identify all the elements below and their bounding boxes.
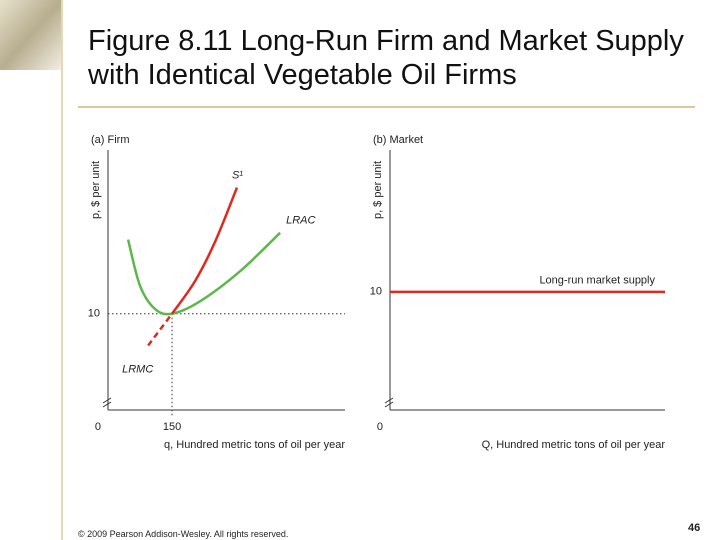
decor-image bbox=[0, 0, 62, 70]
series-label: S¹ bbox=[232, 169, 243, 181]
slide-title: Figure 8.11 Long-Run Firm and Market Sup… bbox=[88, 25, 684, 91]
series-label: LRAC bbox=[286, 215, 315, 227]
x-axis-label: q, Hundred metric tons of oil per year bbox=[164, 439, 345, 451]
y-axis-label: p, $ per unit bbox=[372, 161, 384, 219]
series-line bbox=[171, 187, 239, 315]
series-label: LRMC bbox=[122, 363, 153, 375]
y-tick-label: 10 bbox=[370, 286, 382, 298]
x-axis-label: Q, Hundred metric tons of oil per year bbox=[482, 439, 666, 451]
series-label: Long-run market supply bbox=[539, 275, 655, 287]
axis-break bbox=[102, 397, 112, 408]
series-line bbox=[147, 312, 174, 347]
footer: © 2009 Pearson Addison-Wesley. All right… bbox=[78, 529, 289, 539]
page-number: 46 bbox=[688, 522, 701, 534]
y-tick-label: 0 bbox=[95, 421, 101, 433]
series-line bbox=[126, 231, 281, 316]
y-tick-label: 10 bbox=[88, 308, 100, 320]
y-axis-label: p, $ per unit bbox=[90, 161, 102, 219]
x-tick-label: 150 bbox=[163, 421, 181, 433]
axis-break bbox=[384, 397, 394, 408]
panel-title: (b) Market bbox=[373, 134, 423, 146]
panel-title: (a) Firm bbox=[91, 134, 130, 146]
y-tick-label: 0 bbox=[377, 421, 383, 433]
